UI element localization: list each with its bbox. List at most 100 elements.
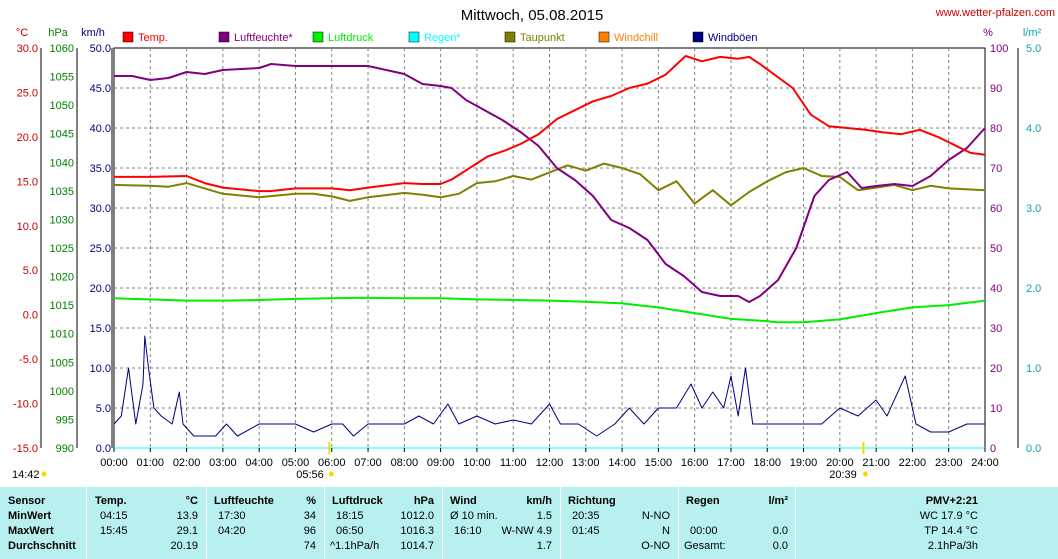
hdr-sensor: Sensor [8,495,46,507]
axis-layer: 00:00 01:00 02:00 03:00 04:00 05:00 06:00 07:00… [13,43,1041,477]
humidity-tick-label: 40 [990,283,1002,295]
max-temp-time: 15:45 [100,525,128,537]
time-tick-label: 10:00 [463,457,491,469]
max-rain-val: 0.0 [772,525,788,537]
pressure-tick-label: 1050 [50,100,74,112]
update-time: 14:42 [12,469,40,481]
min-press-val: 1012.0 [400,510,434,522]
pressure-tick-label: 1055 [50,72,74,84]
legend-swatch [218,31,230,43]
pressure-tick-label: 1005 [50,357,74,369]
hdr-hum-unit: % [306,495,316,507]
time-tick-label: 08:00 [391,457,419,469]
time-tick-label: 23:00 [935,457,963,469]
temp-tick-label: 5.0 [23,265,38,277]
time-tick-label: 12:00 [536,457,564,469]
wind-tick-label: 15.0 [90,323,111,335]
max-wind-val: W-NW 4.9 [501,525,552,537]
source-link[interactable]: www.wetter-pfalzen.com [935,7,1055,19]
humidity-tick-label: 0 [990,443,996,455]
legend-item-pressure: Luftdruck [312,31,374,44]
pressure-tick-label: 1015 [50,300,74,312]
unit-wind: km/h [81,27,105,39]
gusts-line [113,335,985,437]
time-tick-label: 22:00 [899,457,927,469]
time-tick-label: 02:00 [173,457,201,469]
avg-pmv: 2.1hPa/3h [927,540,978,552]
legend-swatch [598,31,610,43]
legend-swatch [408,31,420,43]
min-pmv: WC 17.9 °C [919,510,978,522]
humidity-tick-label: 10 [990,403,1002,415]
min-temp-val: 13.9 [176,510,198,522]
humidity-tick-label: 80 [990,123,1002,135]
time-tick-label: 09:00 [427,457,455,469]
legend-item-windchill: Windchill [598,31,658,44]
rain-tick-label: 3.0 [1026,203,1041,215]
avg-wind-val: 1.7 [536,540,552,552]
legend-label: Taupunkt [520,32,565,44]
legend-item-dewpoint: Taupunkt [504,31,565,44]
legend-item-temp: Temp. [122,31,168,44]
time-tick-label: 20:00 [826,457,854,469]
min-wind-val: 1.5 [536,510,552,522]
chart-title: Mittwoch, 05.08.2015 [461,7,604,24]
max-press-val: 1016.3 [400,525,434,537]
rain-tick-label: 5.0 [1026,43,1041,55]
avg-rain-label: Gesamt: [684,540,726,552]
time-tick-label: 11:00 [500,457,527,469]
pressure-tick-label: 1000 [50,386,74,398]
min-dir-time: 20:35 [572,510,600,522]
wind-tick-label: 10.0 [90,363,111,375]
hdr-press: Luftdruck [332,495,383,507]
hdr-rain: Regen [686,495,720,507]
min-temp-time: 04:15 [100,510,128,522]
pressure-tick-label: 1020 [50,272,74,284]
time-tick-label: 00:00 [100,457,128,469]
sunset-label: 20:39 [829,469,857,481]
max-label: MaxWert [8,525,54,537]
rain-tick-label: 1.0 [1026,363,1041,375]
wind-tick-label: 45.0 [90,83,111,95]
rain-tick-label: 2.0 [1026,283,1041,295]
humidity-tick-label: 100 [990,43,1008,55]
unit-rain: l/m² [1023,27,1042,39]
time-tick-label: 03:00 [209,457,237,469]
humidity-line [114,63,986,303]
pressure-tick-label: 995 [56,414,74,426]
time-tick-label: 05:00 [282,457,310,469]
min-label: MinWert [8,510,52,522]
avg-press-trend: ^1.1hPa/h [330,540,380,552]
pressure-tick-label: 1035 [50,186,74,198]
time-tick-label: 06:00 [318,457,346,469]
hdr-rain-unit: l/m² [768,495,788,507]
grid [114,48,985,448]
wind-tick-label: 25.0 [90,243,111,255]
humidity-tick-label: 70 [990,163,1002,175]
legend-label: Regen* [424,32,461,44]
legend-label: Windchill [614,32,658,44]
time-tick-label: 13:00 [572,457,600,469]
min-press-time: 18:15 [336,510,364,522]
temp-tick-label: 10.0 [17,221,38,233]
unit-pressure: hPa [48,27,68,39]
min-dir-val: N-NO [641,510,670,522]
legend-swatch [122,31,134,43]
min-hum-val: 34 [303,510,316,522]
time-tick-label: 18:00 [753,457,781,469]
hdr-pmv: PMV+2:21 [925,495,978,507]
hdr-wind: Wind [450,495,477,507]
temp-tick-label: -5.0 [19,354,38,366]
temp-tick-label: -15.0 [13,443,38,455]
avg-hum-val: 74 [303,540,316,552]
wind-tick-label: 35.0 [90,163,111,175]
pressure-tick-label: 1060 [50,43,74,55]
time-tick-label: 21:00 [862,457,890,469]
hdr-dir: Richtung [568,495,616,507]
wind-tick-label: 30.0 [90,203,111,215]
time-tick-label: 24:00 [971,457,999,469]
max-press-time: 06:50 [336,525,364,537]
time-tick-label: 17:00 [717,457,745,469]
legend-item-humidity: Luftfeuchte* [218,31,293,44]
legend-label: Luftdruck [328,32,374,44]
